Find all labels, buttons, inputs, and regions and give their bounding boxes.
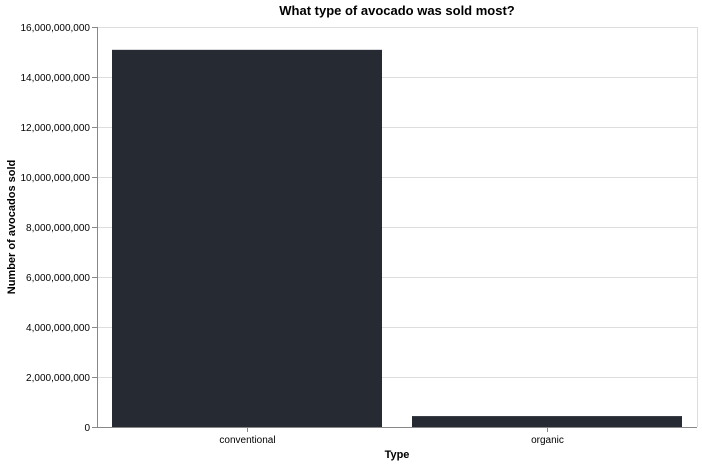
axes <box>97 27 697 428</box>
y-tick-label: 12,000,000,000 <box>20 123 90 134</box>
y-tick-label: 16,000,000,000 <box>20 23 90 34</box>
bar-conventional <box>112 49 382 428</box>
y-tick-label: 4,000,000,000 <box>26 323 90 334</box>
x-tick-label: conventional <box>219 435 275 446</box>
y-axis-title: Number of avocados sold <box>6 160 18 294</box>
y-tick-label: 14,000,000,000 <box>20 73 90 84</box>
y-tick-label: 2,000,000,000 <box>26 373 90 384</box>
x-axis-ticks: conventional organic <box>219 427 564 446</box>
y-tick-label: 0 <box>84 423 90 434</box>
bars <box>112 49 682 428</box>
y-tick-label: 6,000,000,000 <box>26 273 90 284</box>
y-tick-label: 8,000,000,000 <box>26 223 90 234</box>
y-axis-ticks: 0 2,000,000,000 4,000,000,000 6,000,000,000… <box>20 23 97 434</box>
bar-organic <box>412 416 682 427</box>
chart-title: What type of avocado was sold most? <box>279 3 515 18</box>
y-tick-label: 10,000,000,000 <box>20 173 90 184</box>
x-axis-title: Type <box>385 449 410 461</box>
x-tick-label: organic <box>531 435 564 446</box>
